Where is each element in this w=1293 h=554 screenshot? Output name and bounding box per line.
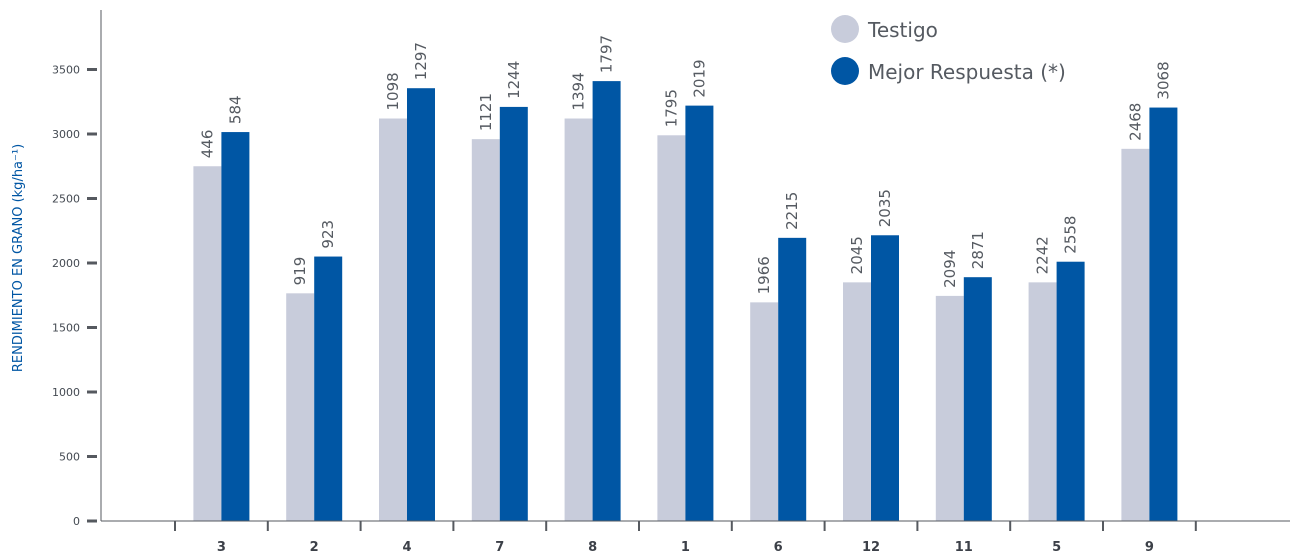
data-label-mejor-respuesta: 2215: [783, 192, 801, 230]
data-label-testigo: 2242: [1034, 236, 1052, 274]
data-label-mejor-respuesta: 2019: [690, 59, 708, 97]
y-tick-label: 3500: [52, 64, 80, 77]
data-labels-group: 446 584 919 923 1098 1297 1121 1244 1394 1797 1795…: [198, 35, 1172, 294]
bar-testigo: [1028, 282, 1057, 521]
y-tick-label: 1000: [52, 386, 80, 399]
x-tick-label: 7: [495, 540, 504, 554]
data-label-testigo: 919: [291, 257, 309, 286]
bar-testigo: [935, 295, 964, 521]
y-tick-label: 0: [73, 515, 80, 528]
y-axis-label: RENDIMIENTO EN GRANO (kg/ha⁻¹): [11, 144, 26, 372]
x-tick-label: 9: [1145, 540, 1154, 554]
legend-swatch-mejor-respuesta: [831, 57, 859, 85]
y-tick-mark: [87, 519, 97, 523]
y-ticks-group: 0 500 1000 1500 2000 2500 3000 3500: [52, 64, 97, 528]
data-label-testigo: 2045: [848, 236, 866, 274]
legend-swatch-testigo: [831, 15, 859, 43]
data-label-mejor-respuesta: 2558: [1062, 216, 1080, 254]
data-label-testigo: 1795: [662, 89, 680, 127]
bar-testigo: [379, 118, 407, 522]
bar-mejor-respuesta: [407, 88, 435, 521]
data-label-testigo: 1098: [384, 72, 402, 110]
data-label-mejor-respuesta: 2871: [969, 231, 987, 269]
bar-testigo: [843, 282, 871, 521]
bar-testigo: [471, 139, 500, 521]
x-tick-label: 8: [588, 540, 597, 554]
x-tick-label: 4: [402, 540, 411, 554]
axes-group: [100, 10, 1290, 522]
bar-mejor-respuesta: [592, 81, 621, 522]
data-label-mejor-respuesta: 1797: [598, 35, 616, 73]
bar-mejor-respuesta: [499, 106, 528, 521]
y-tick-label: 2000: [52, 257, 80, 270]
bar-testigo: [193, 166, 222, 521]
bar-testigo: [1121, 148, 1150, 521]
bar-testigo: [657, 135, 686, 522]
bar-mejor-respuesta: [685, 105, 714, 522]
data-label-mejor-respuesta: 3068: [1154, 61, 1172, 99]
y-tick-mark: [87, 132, 97, 136]
data-label-mejor-respuesta: 923: [319, 220, 337, 249]
data-label-mejor-respuesta: 2035: [876, 189, 894, 227]
legend: Testigo Mejor Respuesta (*): [831, 15, 1066, 85]
data-label-testigo: 2468: [1126, 103, 1144, 141]
y-tick-mark: [87, 455, 97, 458]
y-tick-mark: [87, 68, 97, 71]
legend-label-mejor-respuesta: Mejor Respuesta (*): [868, 60, 1066, 84]
data-label-mejor-respuesta: 1244: [505, 61, 523, 99]
y-tick-label: 1500: [52, 322, 80, 335]
data-label-testigo: 446: [198, 130, 216, 159]
bar-testigo: [750, 302, 779, 521]
x-tick-label: 5: [1052, 540, 1061, 554]
bar-mejor-respuesta: [963, 277, 992, 521]
bar-mejor-respuesta: [871, 235, 899, 521]
bar-mejor-respuesta: [778, 237, 807, 521]
y-tick-label: 3000: [52, 128, 80, 141]
x-tick-label: 6: [774, 540, 783, 554]
x-tick-label: 11: [955, 540, 973, 554]
data-label-testigo: 1394: [570, 72, 588, 110]
y-tick-mark: [87, 261, 97, 265]
bar-testigo: [564, 118, 593, 522]
legend-label-testigo: Testigo: [867, 18, 938, 42]
data-label-testigo: 2094: [941, 250, 959, 288]
data-label-testigo: 1121: [477, 93, 495, 131]
x-ticks-group: 3 2 4 7 8 1 6 12 11 5 9: [174, 521, 1197, 554]
data-label-mejor-respuesta: 584: [226, 95, 244, 124]
bars-group: [193, 81, 1178, 522]
bar-mejor-respuesta: [221, 132, 250, 521]
x-tick-label: 1: [681, 540, 690, 554]
bar-mejor-respuesta: [314, 256, 343, 521]
bar-testigo: [286, 293, 315, 521]
x-tick-label: 12: [862, 540, 880, 554]
y-tick-label: 2500: [52, 193, 80, 206]
x-tick-label: 3: [217, 540, 226, 554]
data-label-testigo: 1966: [755, 256, 773, 294]
y-tick-mark: [87, 197, 97, 200]
bar-mejor-respuesta: [1149, 107, 1178, 522]
x-tick-label: 2: [310, 540, 319, 554]
y-tick-label: 500: [59, 451, 80, 464]
y-tick-mark: [87, 390, 97, 394]
bar-mejor-respuesta: [1056, 261, 1085, 521]
data-label-mejor-respuesta: 1297: [412, 42, 430, 80]
y-tick-mark: [87, 326, 97, 329]
